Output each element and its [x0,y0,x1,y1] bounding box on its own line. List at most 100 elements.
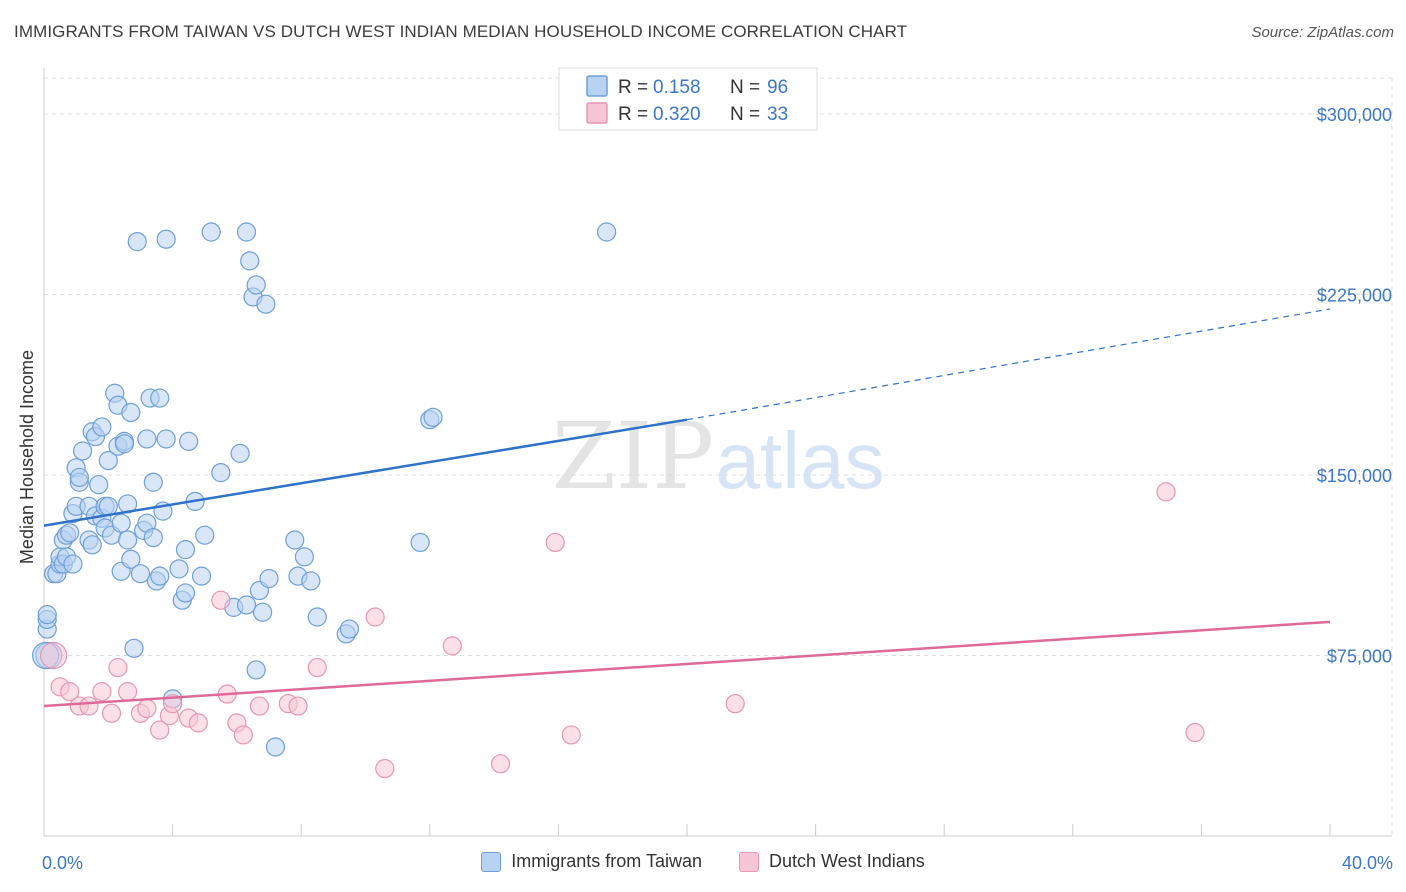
dutch-west-indian-point[interactable] [79,696,99,716]
legend-top-r-value-dutch-west-indians: 0.320 [653,104,701,125]
dutch-west-indian-point[interactable] [60,682,80,702]
taiwan-point[interactable] [72,441,93,461]
taiwan-point[interactable] [253,602,273,622]
dutch-west-indian-point[interactable] [117,682,138,702]
dutch-west-indian-point[interactable] [188,713,208,733]
legend-top-r-value-taiwan: 0.158 [653,77,701,98]
taiwan-point[interactable] [256,294,276,314]
x-tick-label-min: 0.0% [42,853,83,873]
taiwan-point[interactable] [111,513,131,533]
taiwan-point[interactable] [423,407,443,427]
taiwan-point[interactable] [265,737,286,757]
taiwan-point[interactable] [175,540,196,560]
legend-swatch-taiwan [481,851,502,872]
taiwan-trend-line [43,418,688,527]
dutch-west-indian-point[interactable] [1156,482,1176,502]
legend-top-n-label-taiwan: N = [730,77,760,98]
taiwan-point[interactable] [175,583,196,603]
taiwan-point[interactable] [121,549,141,569]
taiwan-point[interactable] [82,535,102,555]
taiwan-point[interactable] [127,232,147,252]
taiwan-point[interactable] [294,547,315,567]
dutch-west-indian-point[interactable] [101,703,122,723]
dutch-west-indian-point[interactable] [233,725,253,745]
taiwan-point[interactable] [143,472,163,492]
taiwan-point[interactable] [89,475,109,495]
taiwan-point[interactable] [195,525,215,545]
taiwan-point[interactable] [285,530,305,550]
taiwan-point[interactable] [246,275,266,295]
taiwan-point[interactable] [410,532,430,553]
taiwan-point[interactable] [307,607,327,627]
taiwan-point[interactable] [597,222,617,242]
dutch-west-indian-point[interactable] [545,532,565,553]
legend-top-r-label-dutch-west-indians: R = [618,104,648,125]
taiwan-point[interactable] [121,402,141,423]
x-tick-label-max: 40.0% [1342,853,1393,873]
taiwan-point[interactable] [191,566,212,586]
dutch-west-indian-point[interactable] [211,590,231,610]
watermark-atlas: atlas [716,416,885,505]
taiwan-point[interactable] [92,417,112,437]
taiwan-point[interactable] [37,605,57,625]
dutch-west-indian-point[interactable] [108,657,128,678]
y-axis-label: Median Household Income [17,350,37,564]
dutch-west-indian-trend-line [43,620,1331,708]
taiwan-point[interactable] [339,619,360,639]
taiwan-point[interactable] [98,496,118,516]
taiwan-point[interactable] [169,559,189,579]
dutch-west-indian-point[interactable] [725,694,745,714]
legend-label-taiwan: Immigrants from Taiwan [511,851,702,871]
chart-source: Source: ZipAtlas.com [1251,24,1394,41]
taiwan-point[interactable] [156,429,176,449]
taiwan-point[interactable] [69,467,89,488]
taiwan-point[interactable] [240,251,260,271]
taiwan-point[interactable] [63,554,83,574]
dutch-west-indian-point[interactable] [307,657,327,678]
y-tick-label: $75,000 [1327,647,1392,667]
taiwan-point[interactable] [301,571,321,591]
taiwan-point[interactable] [143,528,163,548]
legend-bottom: Immigrants from Taiwan Dutch West Indian… [0,851,1406,877]
y-tick-label: $300,000 [1317,105,1392,125]
dutch-west-indian-point[interactable] [442,636,462,656]
dutch-west-indian-point[interactable] [137,698,157,719]
legend-top-swatch-dutch-west-indians [586,102,608,124]
legend-item-dutch-west-indians[interactable]: Dutch West Indians [739,851,925,872]
taiwan-point[interactable] [179,431,199,451]
taiwan-point[interactable] [117,530,138,550]
dutch-west-indian-point[interactable] [92,682,112,702]
dutch-west-indian-point[interactable] [150,720,170,740]
taiwan-point[interactable] [201,222,221,242]
dutch-west-indian-point[interactable] [375,759,395,779]
taiwan-point[interactable] [124,638,144,658]
legend-top-n-label-dutch-west-indians: N = [730,104,760,125]
taiwan-point[interactable] [60,523,80,543]
taiwan-point[interactable] [150,388,170,408]
taiwan-point[interactable] [114,434,134,454]
legend-top-swatch-taiwan [586,75,608,97]
taiwan-point[interactable] [236,222,257,242]
taiwan-point[interactable] [211,463,231,483]
taiwan-trend-extension [686,308,1331,421]
taiwan-point[interactable] [259,568,279,589]
taiwan-point[interactable] [156,229,176,249]
y-tick-label: $225,000 [1317,286,1392,306]
taiwan-point[interactable] [246,660,266,680]
taiwan-point[interactable] [98,451,118,471]
taiwan-point[interactable] [130,564,151,584]
taiwan-point[interactable] [230,443,250,463]
dutch-west-indian-point[interactable] [490,754,511,774]
taiwan-point[interactable] [137,429,157,449]
dutch-west-indian-point[interactable] [288,696,308,716]
taiwan-point[interactable] [150,566,170,586]
taiwan-point[interactable] [236,595,257,615]
dutch-west-indian-point[interactable] [249,696,270,716]
dutch-west-indian-point[interactable] [1185,722,1205,743]
dutch-west-indian-point[interactable] [365,607,385,627]
legend-top-n-value-taiwan: 96 [767,77,788,98]
dutch-west-indian-point[interactable] [561,725,581,745]
legend-item-taiwan[interactable]: Immigrants from Taiwan [481,851,702,872]
dutch-west-indian-point[interactable] [40,641,68,670]
